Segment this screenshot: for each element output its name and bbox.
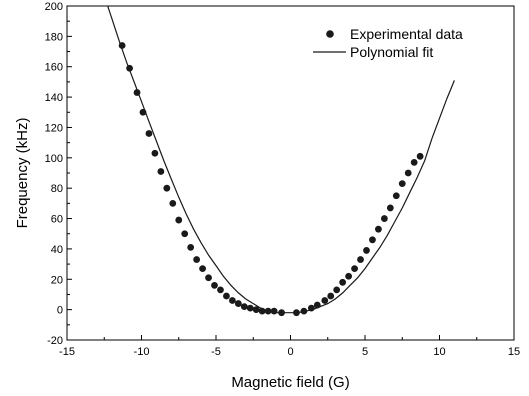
y-tick-label: 180	[45, 31, 63, 43]
x-tick-label: -5	[211, 346, 221, 358]
data-point	[363, 247, 370, 254]
y-tick-label: 40	[51, 244, 63, 256]
data-point	[205, 274, 212, 282]
y-tick-label: 120	[45, 122, 63, 134]
data-point	[133, 89, 141, 96]
y-tick-label: 140	[45, 92, 63, 104]
y-tick-label: 160	[45, 62, 63, 74]
x-tick-label: 5	[362, 346, 368, 358]
legend-marker-experimental	[326, 30, 334, 38]
data-point	[380, 215, 388, 222]
data-point	[193, 256, 201, 263]
data-point	[151, 149, 159, 157]
data-point	[264, 307, 272, 315]
data-point	[175, 216, 183, 224]
data-point	[157, 168, 165, 175]
x-tick-label: 10	[433, 346, 445, 358]
data-point	[187, 243, 195, 251]
data-point	[369, 236, 376, 244]
y-tick-label: 200	[45, 1, 63, 13]
data-point	[145, 130, 153, 137]
plot-data-group	[107, 6, 455, 317]
data-point	[339, 278, 347, 286]
x-tick-label: -15	[59, 346, 75, 358]
data-point	[270, 307, 278, 315]
legend-label-fit: Polynomial fit	[350, 44, 433, 60]
data-point	[327, 292, 335, 300]
data-point	[410, 158, 418, 166]
data-point	[258, 307, 266, 315]
data-point	[126, 64, 133, 72]
data-point	[375, 225, 382, 233]
data-point	[278, 309, 285, 317]
x-tick-label: -10	[134, 346, 150, 358]
data-point	[307, 304, 315, 312]
data-point	[228, 297, 236, 304]
y-tick-label: -20	[47, 335, 63, 347]
data-point	[246, 304, 254, 312]
data-point	[163, 184, 171, 192]
data-point	[321, 297, 329, 304]
y-tick-label: 20	[51, 274, 63, 286]
data-point	[404, 169, 412, 177]
y-tick-label: 80	[51, 183, 63, 195]
data-point	[416, 152, 424, 160]
data-point	[234, 300, 242, 307]
data-point	[386, 204, 394, 212]
data-point	[118, 42, 126, 49]
data-point	[240, 303, 248, 310]
legend-label-experimental: Experimental data	[350, 26, 463, 42]
y-tick-label: 0	[57, 305, 63, 317]
data-point	[169, 199, 177, 207]
data-point	[139, 108, 147, 116]
y-tick-label: 60	[51, 214, 63, 226]
x-tick-label: 0	[287, 346, 293, 358]
data-point	[217, 286, 224, 294]
data-point	[398, 180, 406, 188]
plot-frame	[66, 5, 515, 341]
data-point	[223, 292, 230, 300]
y-axis-title: Frequency (kHz)	[14, 118, 31, 229]
legend: Experimental data Polynomial fit	[313, 26, 463, 60]
data-point	[351, 265, 358, 273]
data-point	[333, 286, 341, 294]
data-point	[181, 230, 189, 238]
data-point	[357, 256, 364, 263]
data-point	[293, 309, 300, 317]
data-point	[199, 265, 206, 273]
data-point	[392, 192, 400, 200]
x-tick-label: 15	[508, 346, 520, 358]
y-tick-label: 100	[45, 153, 63, 165]
data-point	[211, 281, 218, 289]
data-point	[313, 301, 321, 309]
data-point	[345, 272, 353, 280]
x-axis-title: Magnetic field (G)	[231, 374, 349, 391]
data-point	[252, 306, 260, 314]
data-point	[300, 307, 308, 315]
